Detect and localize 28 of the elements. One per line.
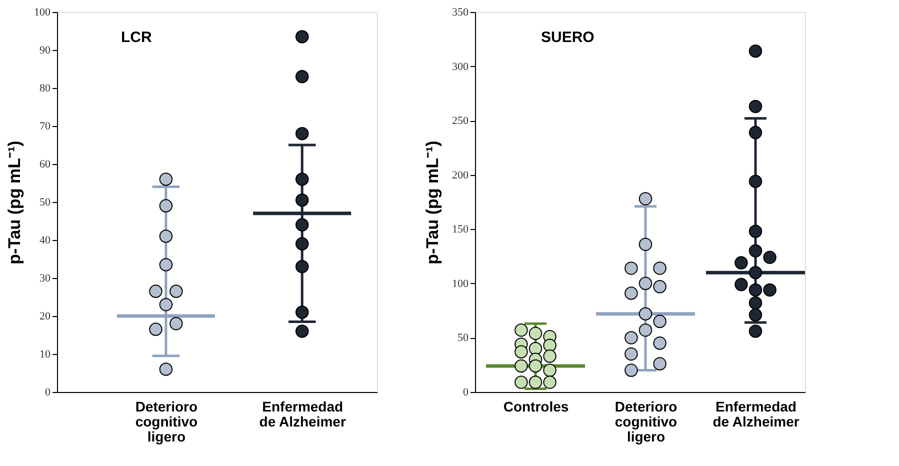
y-axis-title: p-Tau (pg mL⁻¹): [5, 140, 24, 264]
y-tick-label: 10: [40, 348, 51, 360]
y-tick-label: 350: [452, 6, 469, 18]
y-tick-label: 250: [452, 115, 469, 128]
y-tick-label: 80: [40, 82, 51, 94]
y-tick-label: 90: [40, 44, 51, 56]
y-tick-label: 0: [45, 386, 51, 398]
y-tick-label: 100: [34, 6, 51, 18]
y-tick-label: 200: [452, 169, 469, 182]
y-tick-label: 300: [452, 60, 469, 73]
text: LCR: [121, 29, 152, 46]
x-tick-label: Controles: [503, 398, 569, 414]
y-tick-label: 60: [40, 158, 51, 170]
y-tick-label: 20: [40, 310, 51, 322]
y-tick-label: 30: [40, 272, 51, 284]
y-tick-label: 100: [452, 278, 469, 290]
y-tick-label: 40: [40, 234, 51, 246]
x-tick-label: Enfermedad de Alzheimer: [712, 398, 800, 430]
y-tick-label: 50: [40, 196, 51, 208]
y-tick-label: 50: [458, 332, 469, 344]
y-tick-label: 70: [40, 120, 51, 132]
text: SUERO: [541, 29, 595, 46]
y-tick-label: 0: [463, 386, 469, 398]
x-tick-label: Deterioro cognitivo ligero: [135, 398, 198, 444]
y-tick-label: 150: [452, 224, 469, 236]
x-tick-label: Deterioro cognitivo ligero: [614, 398, 678, 444]
x-tick-label: Enfermedad de Alzheimer: [259, 398, 346, 430]
y-axis-title: p-Tau (pg mL⁻¹): [423, 140, 442, 264]
